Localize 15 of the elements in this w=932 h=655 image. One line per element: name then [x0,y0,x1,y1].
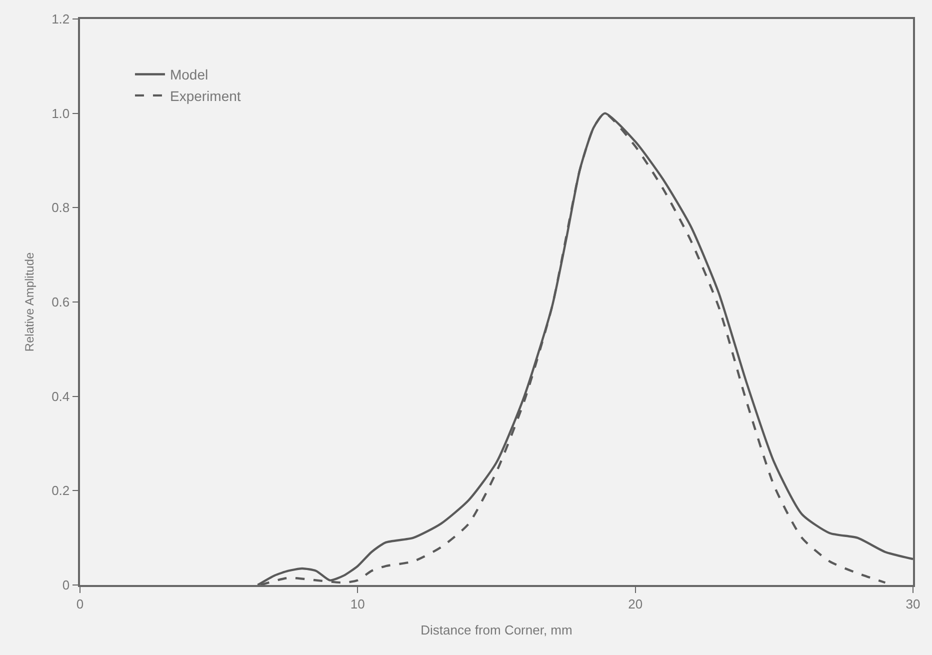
x-axis-title: Distance from Corner, mm [420,622,572,638]
y-tick-label: 0.6 [52,294,70,310]
y-tick-label: 0 [62,578,70,593]
y-tick-label: 0.4 [52,388,70,404]
x-tick-label: 20 [628,596,643,612]
y-axis-title: Relative Amplitude [22,252,36,352]
y-tick-label: 0.2 [52,483,70,498]
y-tick-label: 0.8 [52,200,70,216]
x-tick-label: 10 [350,596,365,612]
legend-label: Experiment [170,88,241,104]
x-tick-label: 30 [906,596,920,612]
y-tick-label: 1.2 [52,12,70,27]
y-tick-label: 1.0 [52,106,70,121]
x-tick-label: 0 [76,596,84,612]
legend-label: Model [170,66,208,83]
